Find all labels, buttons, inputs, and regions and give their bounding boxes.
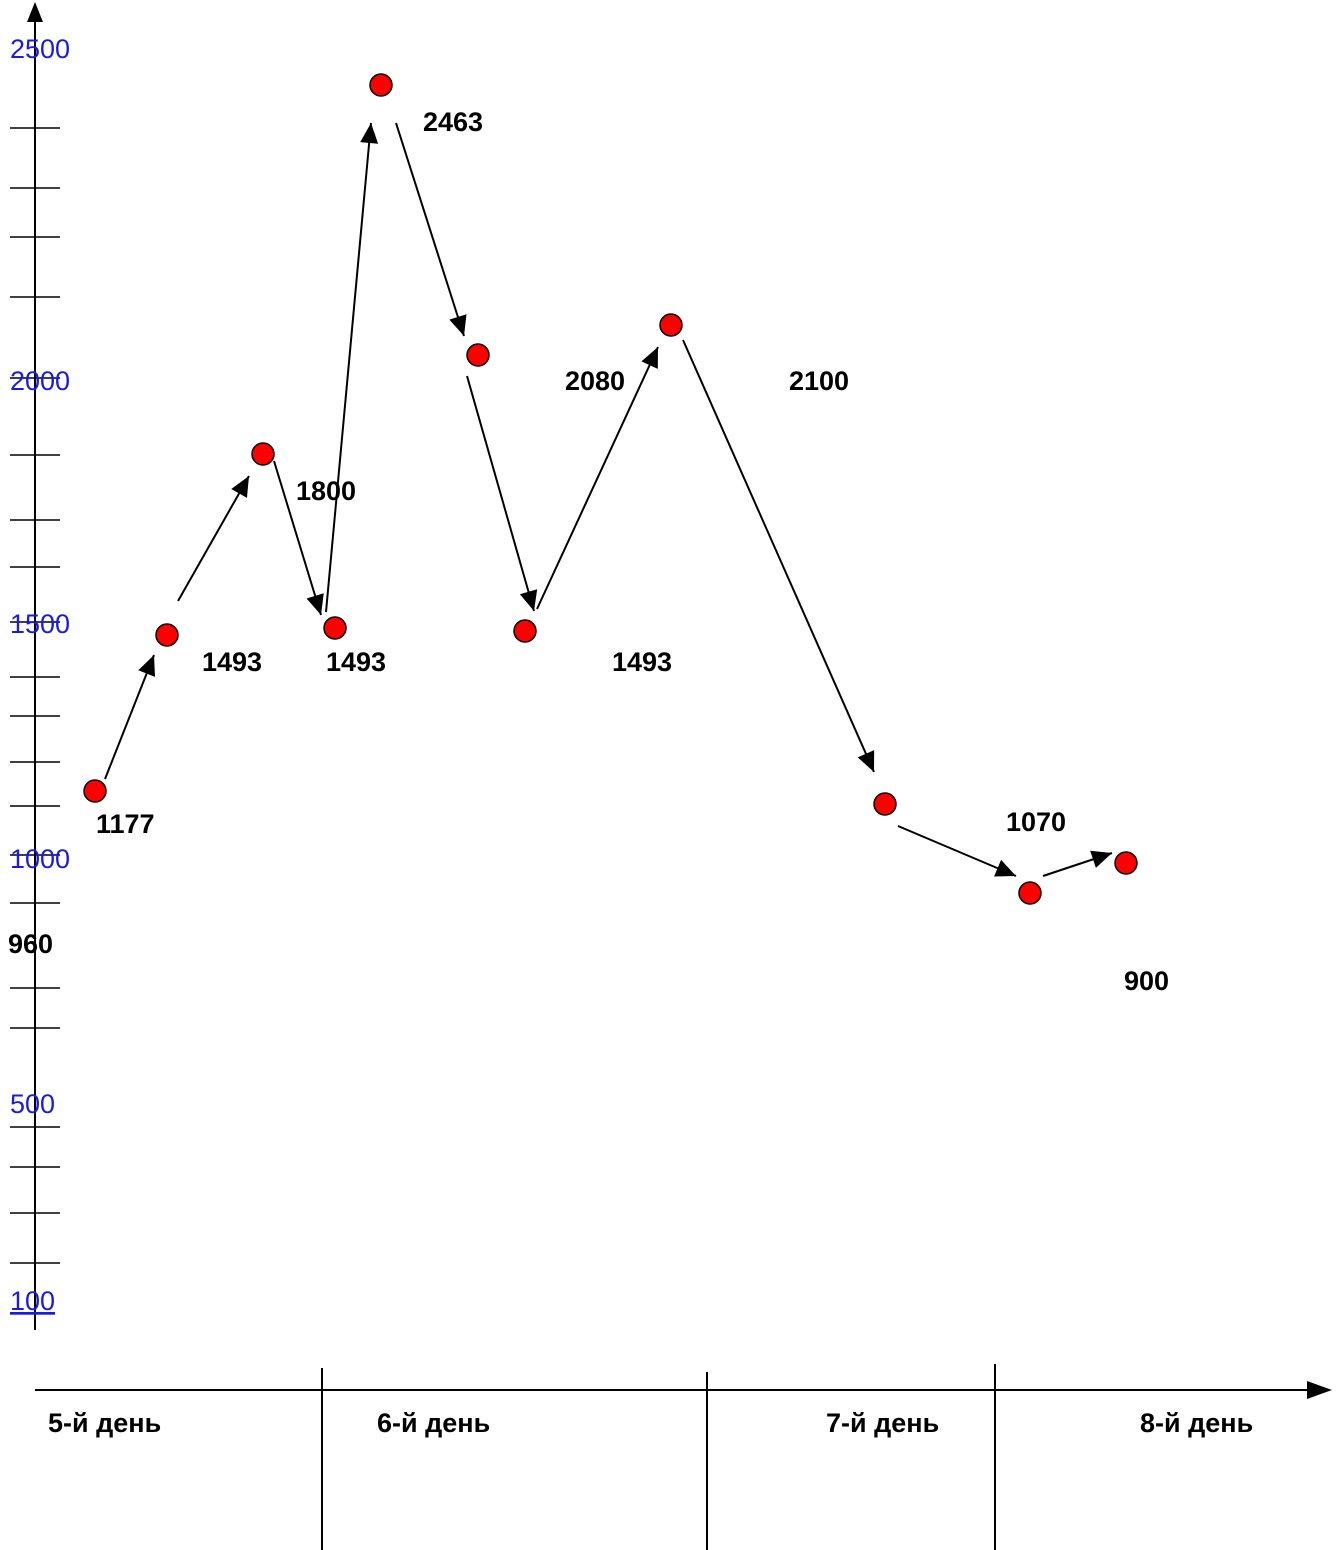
data-label: 960 [8, 929, 53, 959]
arrowhead [641, 347, 658, 369]
arrowhead [994, 859, 1016, 877]
data-point [466, 343, 490, 367]
y-tick-label: 2000 [10, 366, 70, 396]
data-label: 2100 [789, 366, 849, 396]
data-label: 1800 [296, 476, 356, 506]
arrowhead [857, 750, 875, 772]
data-point [369, 73, 393, 97]
data-label: 1177 [96, 809, 155, 839]
data-point [1114, 851, 1138, 875]
trend-arrow [273, 460, 322, 616]
trend-arrow [395, 122, 465, 337]
trend-arrow [325, 122, 372, 613]
data-label: 2463 [423, 107, 483, 137]
arrowhead [360, 123, 379, 144]
y-tick-label: 2500 [10, 34, 70, 64]
x-category-label: 8-й день [1140, 1408, 1253, 1438]
data-label: 1493 [612, 647, 672, 677]
arrowhead [449, 314, 467, 336]
x-category-label: 7-й день [826, 1408, 939, 1438]
data-point [659, 313, 683, 337]
arrowhead [231, 476, 249, 498]
data-label: 1493 [326, 647, 386, 677]
trend-arrow [466, 375, 535, 612]
x-category-label: 5-й день [48, 1408, 161, 1438]
x-axis-arrowhead [1307, 1381, 1332, 1399]
trend-arrow [682, 339, 875, 773]
y-tick-label: 1500 [10, 609, 70, 639]
data-points [83, 73, 1138, 905]
data-label: 900 [1124, 966, 1169, 996]
data-point [251, 442, 275, 466]
data-label: 2080 [565, 366, 625, 396]
data-point [513, 619, 537, 643]
data-label: 1070 [1006, 807, 1066, 837]
trend-arrow [177, 475, 250, 602]
data-point [323, 616, 347, 640]
data-label: 1493 [202, 647, 262, 677]
data-point [83, 779, 107, 803]
data-point [873, 792, 897, 816]
y-axis-arrowhead [27, 2, 43, 22]
arrowhead [1090, 850, 1112, 868]
data-point [1018, 881, 1042, 905]
arrowhead [138, 655, 156, 677]
arrowhead [519, 589, 538, 611]
y-tick-label: 1000 [10, 844, 70, 874]
data-point [155, 623, 179, 647]
trend-arrow [897, 825, 1017, 877]
trend-arrows [104, 122, 1113, 877]
trend-arrow [104, 654, 155, 780]
x-category-label: 6-й день [377, 1408, 490, 1438]
y-tick-label: 100 [10, 1286, 55, 1316]
trend-arrow [536, 346, 659, 610]
arrowhead [306, 593, 324, 615]
y-tick-label: 500 [10, 1089, 55, 1119]
y-axis-ticks [10, 127, 60, 1264]
